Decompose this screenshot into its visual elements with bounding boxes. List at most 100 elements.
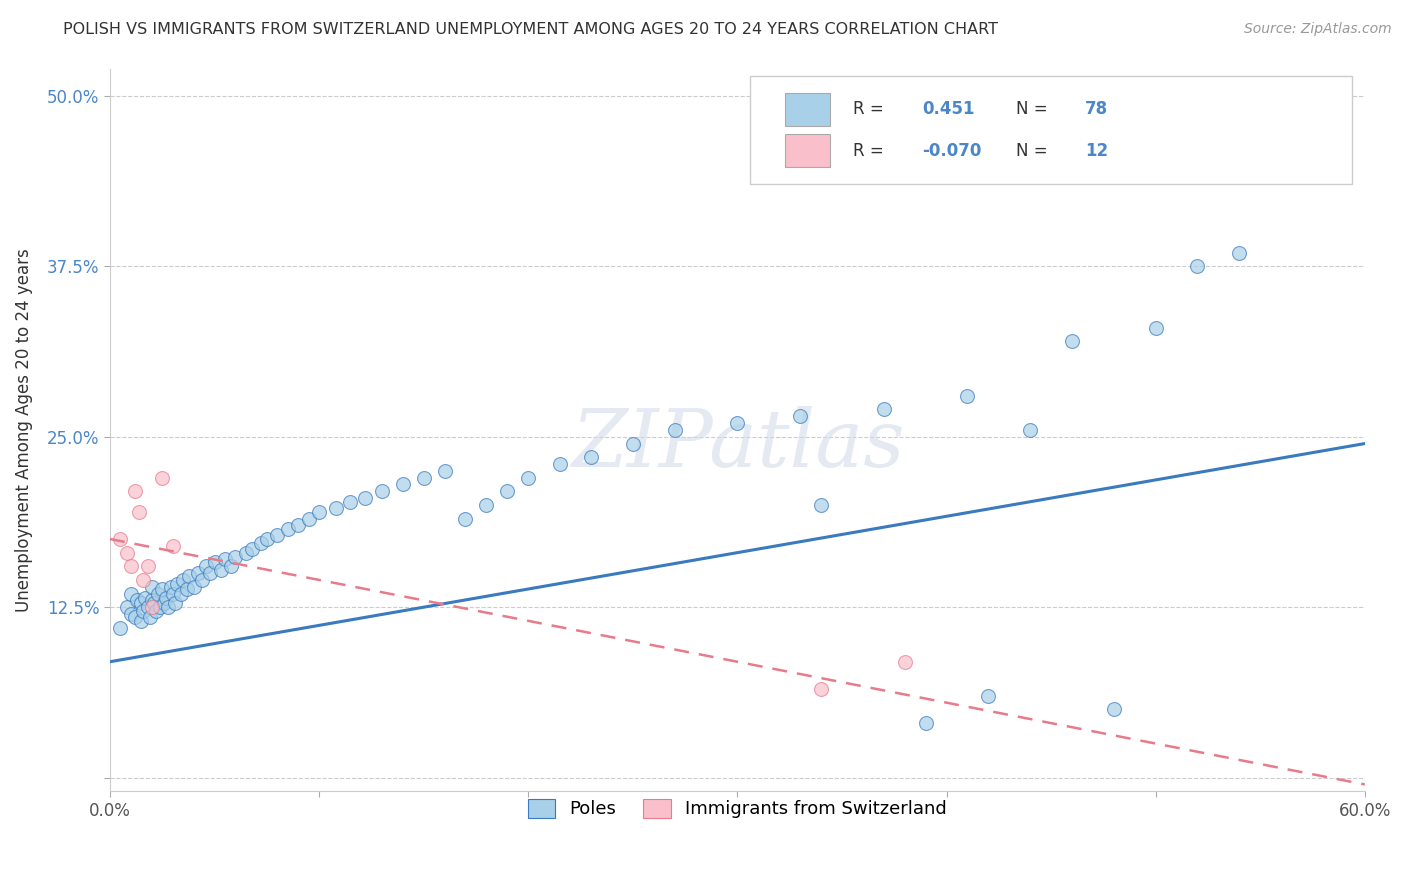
Point bbox=[256, 532, 278, 546]
Point bbox=[371, 484, 394, 499]
Point bbox=[1102, 702, 1125, 716]
Point bbox=[1227, 245, 1250, 260]
Point bbox=[132, 573, 155, 587]
Point bbox=[235, 546, 257, 560]
Point bbox=[136, 600, 159, 615]
Point bbox=[1187, 259, 1209, 273]
Text: R =: R = bbox=[853, 100, 889, 119]
Point bbox=[956, 389, 979, 403]
Point bbox=[124, 484, 146, 499]
Point bbox=[187, 566, 209, 580]
Point bbox=[664, 423, 686, 437]
Point bbox=[172, 573, 194, 587]
Point bbox=[810, 681, 832, 696]
Point bbox=[195, 559, 218, 574]
Point bbox=[120, 607, 142, 621]
Point bbox=[120, 559, 142, 574]
Text: N =: N = bbox=[1017, 100, 1053, 119]
Text: -0.070: -0.070 bbox=[922, 142, 981, 160]
Point bbox=[475, 498, 498, 512]
Point bbox=[277, 523, 299, 537]
Point bbox=[129, 596, 152, 610]
FancyBboxPatch shape bbox=[785, 93, 830, 126]
Text: 78: 78 bbox=[1085, 100, 1108, 119]
Point bbox=[136, 559, 159, 574]
Point bbox=[204, 555, 226, 569]
Point bbox=[496, 484, 519, 499]
Point bbox=[179, 569, 201, 583]
Text: POLISH VS IMMIGRANTS FROM SWITZERLAND UNEMPLOYMENT AMONG AGES 20 TO 24 YEARS COR: POLISH VS IMMIGRANTS FROM SWITZERLAND UN… bbox=[63, 22, 998, 37]
Point bbox=[153, 596, 176, 610]
Point bbox=[621, 436, 644, 450]
Point bbox=[412, 470, 434, 484]
Point bbox=[146, 586, 169, 600]
Point bbox=[391, 477, 413, 491]
Point bbox=[170, 586, 193, 600]
Point bbox=[124, 609, 146, 624]
Point bbox=[141, 600, 163, 615]
Point bbox=[1060, 334, 1083, 349]
Point bbox=[266, 528, 288, 542]
Point bbox=[162, 586, 184, 600]
Text: 12: 12 bbox=[1085, 142, 1108, 160]
FancyBboxPatch shape bbox=[749, 76, 1353, 184]
Point bbox=[249, 536, 271, 550]
Point bbox=[157, 600, 180, 615]
Point bbox=[191, 573, 214, 587]
FancyBboxPatch shape bbox=[785, 134, 830, 167]
Point bbox=[163, 596, 186, 610]
Point bbox=[1019, 423, 1042, 437]
Point bbox=[325, 500, 347, 515]
Point bbox=[127, 593, 149, 607]
Point bbox=[200, 566, 222, 580]
Point bbox=[141, 580, 163, 594]
Legend: Poles, Immigrants from Switzerland: Poles, Immigrants from Switzerland bbox=[520, 792, 955, 826]
Point bbox=[138, 609, 160, 624]
Point bbox=[134, 591, 156, 605]
Point bbox=[914, 716, 936, 731]
Point bbox=[433, 464, 456, 478]
Point bbox=[120, 586, 142, 600]
Point bbox=[129, 614, 152, 628]
Point bbox=[110, 532, 132, 546]
Point bbox=[209, 563, 232, 577]
Point bbox=[150, 582, 173, 597]
Point bbox=[132, 604, 155, 618]
Point bbox=[224, 549, 246, 564]
Point bbox=[214, 552, 236, 566]
Text: R =: R = bbox=[853, 142, 889, 160]
Point bbox=[159, 580, 181, 594]
Text: N =: N = bbox=[1017, 142, 1053, 160]
Text: ZIPatlas: ZIPatlas bbox=[571, 406, 904, 483]
Point bbox=[183, 580, 205, 594]
Point bbox=[150, 470, 173, 484]
Point bbox=[893, 655, 915, 669]
Text: Source: ZipAtlas.com: Source: ZipAtlas.com bbox=[1244, 22, 1392, 37]
Point bbox=[725, 416, 748, 430]
Point bbox=[176, 582, 198, 597]
Point bbox=[873, 402, 896, 417]
Point bbox=[454, 511, 477, 525]
Point bbox=[789, 409, 811, 424]
Text: 0.451: 0.451 bbox=[922, 100, 974, 119]
Point bbox=[339, 495, 361, 509]
Point bbox=[166, 577, 188, 591]
Point bbox=[115, 546, 138, 560]
Point bbox=[579, 450, 602, 465]
Point bbox=[162, 539, 184, 553]
Point bbox=[149, 600, 172, 615]
Point bbox=[141, 593, 163, 607]
Y-axis label: Unemployment Among Ages 20 to 24 years: Unemployment Among Ages 20 to 24 years bbox=[15, 248, 32, 612]
Point bbox=[354, 491, 377, 505]
Point bbox=[142, 596, 165, 610]
Point bbox=[1144, 320, 1167, 334]
Point bbox=[219, 559, 242, 574]
Point bbox=[145, 604, 167, 618]
Point bbox=[128, 505, 150, 519]
Point bbox=[308, 505, 330, 519]
Point bbox=[287, 518, 309, 533]
Point bbox=[548, 457, 571, 471]
Point bbox=[810, 498, 832, 512]
Point bbox=[115, 600, 138, 615]
Point bbox=[298, 511, 321, 525]
